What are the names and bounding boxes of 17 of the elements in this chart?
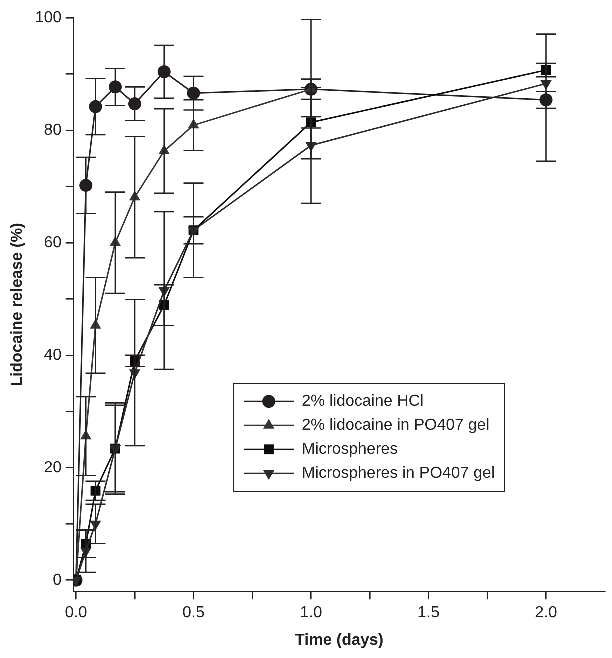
- legend-label: 2% lidocaine HCl: [302, 393, 424, 410]
- legend-label: Microspheres in PO407 gel: [302, 465, 495, 482]
- legend-label: Microspheres: [302, 441, 398, 458]
- y-tick-label: 0: [52, 572, 62, 589]
- x-tick-label: 0.5: [182, 604, 205, 622]
- y-tick-label: 60: [44, 234, 62, 252]
- x-tick-label: 1.0: [300, 604, 322, 622]
- x-tick-label: 1.5: [418, 604, 440, 622]
- y-tick-label: 80: [44, 122, 62, 139]
- y-tick-label: 40: [44, 346, 62, 364]
- y-tick-label: 20: [44, 459, 62, 476]
- y-tick-label: 100: [35, 9, 62, 26]
- legend-label: 2% lidocaine in PO407 gel: [302, 417, 490, 434]
- x-axis-title: Time (days): [295, 632, 384, 649]
- y-axis-title: Lidocaine release (%): [9, 222, 26, 387]
- x-tick-label: 2.0: [535, 604, 558, 622]
- x-tick-label: 0.0: [65, 604, 88, 622]
